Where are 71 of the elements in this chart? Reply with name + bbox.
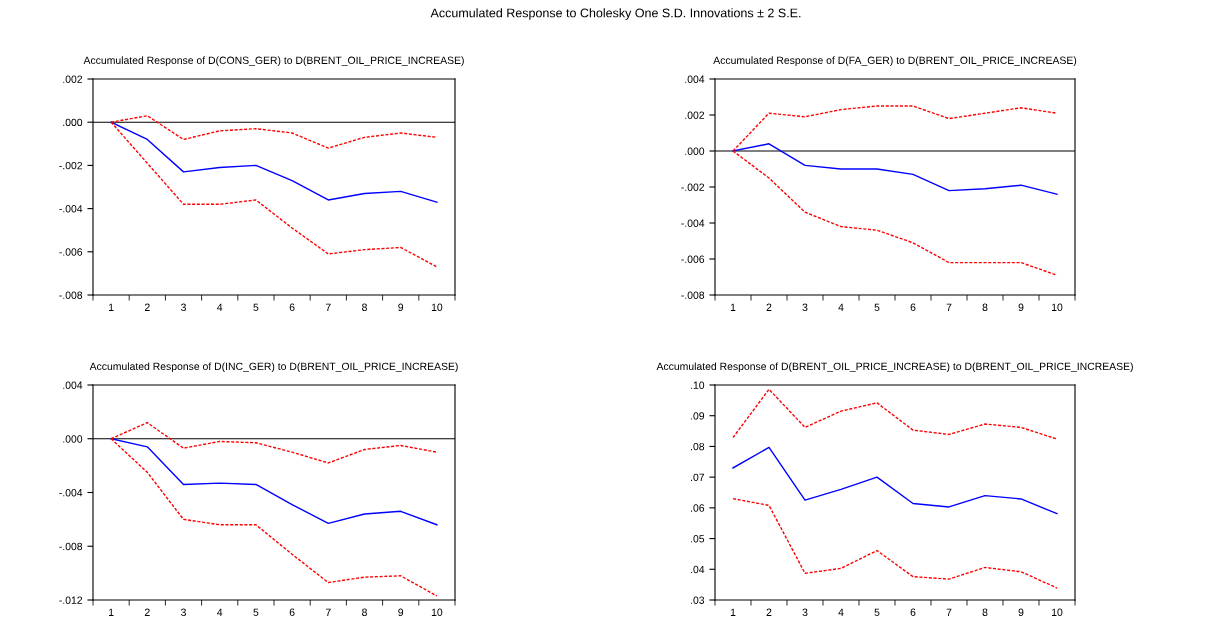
y-tick-label: -.006 <box>681 255 705 263</box>
x-tick-label: 3 <box>181 608 186 616</box>
x-tick-label: 10 <box>431 303 443 311</box>
x-tick-label: 5 <box>253 608 259 616</box>
y-tick-label: .06 <box>691 504 705 512</box>
y-tick-label: -.012 <box>59 596 83 604</box>
x-tick-label: 9 <box>1018 608 1024 616</box>
x-tick-label: 9 <box>398 608 404 616</box>
x-tick-label: 8 <box>982 608 988 616</box>
y-tick-label: -.004 <box>59 489 83 497</box>
x-tick-label: 1 <box>109 303 114 311</box>
text: Accumulated Response to Cholesky One S.D. Innovations ± 2 S.E. <box>430 8 801 20</box>
x-tick-label: 4 <box>217 608 223 616</box>
y-tick-label: -.004 <box>681 219 705 227</box>
y-tick-label: .002 <box>63 75 83 83</box>
x-tick-label: 2 <box>766 303 772 311</box>
x-tick-label: 5 <box>874 608 880 616</box>
x-tick-label: 6 <box>289 608 295 616</box>
y-tick-label: .07 <box>691 473 705 482</box>
chart-subtitle: Accumulated Response of D(INC_GER) to D(BRENT_OIL_PRICE_INCREASE) <box>89 362 458 373</box>
y-tick-label: .05 <box>691 535 705 543</box>
y-tick-label: -.008 <box>59 542 83 551</box>
y-tick-label: -.004 <box>59 205 83 213</box>
x-tick-label: 7 <box>946 303 952 311</box>
x-tick-label: 5 <box>874 303 880 311</box>
y-tick-label: -.002 <box>59 161 83 170</box>
x-tick-label: 4 <box>838 303 844 311</box>
x-tick-label: 7 <box>325 608 331 616</box>
y-tick-label: -.008 <box>59 291 83 299</box>
y-tick-label: .000 <box>685 147 705 155</box>
x-tick-label: 1 <box>730 303 736 311</box>
x-tick-label: 8 <box>362 303 367 311</box>
chart-subtitle: Accumulated Response of D(CONS_GER) to D(BRENT_OIL_PRICE_INCREASE) <box>83 56 464 67</box>
x-tick-label: 1 <box>730 608 736 616</box>
x-tick-label: 7 <box>946 608 952 616</box>
x-tick-label: 1 <box>109 608 114 616</box>
x-tick-label: 5 <box>253 303 259 311</box>
y-tick-label: -.002 <box>681 183 705 191</box>
y-tick-label: .09 <box>691 412 705 420</box>
y-tick-label: .08 <box>691 442 705 451</box>
chart-subtitle: Accumulated Response of D(FA_GER) to D(BRENT_OIL_PRICE_INCREASE) <box>713 56 1077 67</box>
x-tick-label: 3 <box>181 303 186 311</box>
y-tick-label: .000 <box>63 435 83 443</box>
y-tick-label: -.006 <box>59 248 83 256</box>
y-tick-label: -.008 <box>681 291 705 299</box>
y-tick-label: .04 <box>691 565 705 574</box>
chart-subtitle: Accumulated Response of D(BRENT_OIL_PRICE_INCREASE) to D(BRENT_OIL_PRICE_INCREASE) <box>656 362 1133 373</box>
x-tick-label: 6 <box>910 303 916 311</box>
x-tick-label: 4 <box>217 303 223 311</box>
x-tick-label: 6 <box>289 303 295 311</box>
x-tick-label: 9 <box>398 303 404 311</box>
x-tick-label: 3 <box>802 608 808 616</box>
x-tick-label: 8 <box>982 303 988 311</box>
x-tick-label: 2 <box>144 303 150 311</box>
x-tick-label: 4 <box>838 608 844 616</box>
x-tick-label: 10 <box>1052 608 1063 616</box>
y-tick-label: .03 <box>691 596 705 604</box>
x-tick-label: 8 <box>362 608 367 616</box>
x-tick-label: 2 <box>766 608 772 616</box>
x-tick-label: 10 <box>1052 303 1063 311</box>
x-tick-label: 9 <box>1018 303 1024 311</box>
y-tick-label: .004 <box>685 75 705 83</box>
x-tick-label: 10 <box>431 608 443 616</box>
y-tick-label: .004 <box>63 381 83 389</box>
x-tick-label: 7 <box>325 303 331 311</box>
y-tick-label: .000 <box>63 118 83 127</box>
y-tick-label: .002 <box>685 111 705 119</box>
x-tick-label: 3 <box>802 303 808 311</box>
x-tick-label: 2 <box>144 608 150 616</box>
x-tick-label: 6 <box>910 608 916 616</box>
y-tick-label: .10 <box>691 381 705 389</box>
